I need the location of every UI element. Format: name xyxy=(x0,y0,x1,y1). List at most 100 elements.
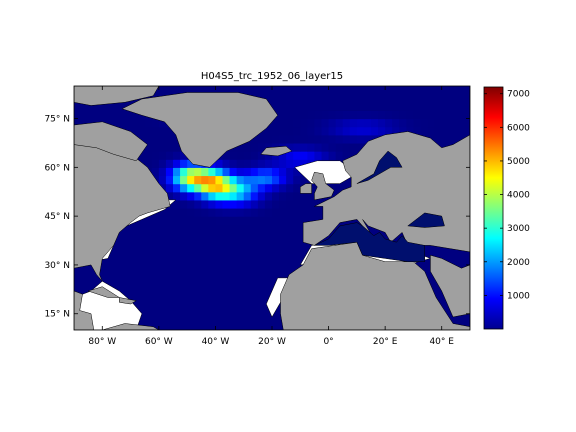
heatmap-cell xyxy=(314,94,323,103)
heatmap-cell xyxy=(208,224,217,233)
heatmap-cell xyxy=(194,175,202,185)
heatmap-cell xyxy=(236,159,245,168)
heatmap-cell xyxy=(81,281,89,290)
heatmap-cell xyxy=(74,264,82,274)
heatmap-cell xyxy=(215,281,224,290)
heatmap-cell xyxy=(158,264,167,274)
heatmap-cell xyxy=(378,86,386,95)
heatmap-cell xyxy=(130,273,139,282)
heatmap-cell xyxy=(187,159,195,168)
heatmap-cell xyxy=(279,110,287,120)
heatmap-cell xyxy=(342,86,351,95)
heatmap-cell xyxy=(144,126,153,136)
heatmap-cell xyxy=(286,142,294,152)
heatmap-cell xyxy=(194,167,202,177)
heatmap-cell xyxy=(293,256,301,266)
heatmap-cell xyxy=(250,151,259,160)
heatmap-cell xyxy=(293,208,301,217)
heatmap-cell xyxy=(165,86,174,95)
heatmap-cell xyxy=(264,321,273,330)
heatmap-cell xyxy=(194,289,202,299)
heatmap-cell xyxy=(229,313,238,323)
heatmap-cell xyxy=(151,321,160,330)
heatmap-cell xyxy=(180,289,188,299)
heatmap-cell xyxy=(462,118,470,128)
heatmap-cell xyxy=(102,110,110,120)
heatmap-cell xyxy=(201,86,209,95)
heatmap-cell xyxy=(371,94,379,103)
heatmap-cell xyxy=(279,167,287,177)
heatmap-cell xyxy=(321,86,330,95)
heatmap-cell xyxy=(137,232,146,242)
heatmap-cell xyxy=(187,321,195,330)
heatmap-cell xyxy=(307,102,316,111)
heatmap-cell xyxy=(137,224,146,233)
heatmap-cell xyxy=(208,208,217,217)
heatmap-cell xyxy=(116,102,125,111)
heatmap-cell xyxy=(194,183,202,193)
heatmap-cell xyxy=(279,126,287,136)
y-tick-label: 45° N xyxy=(44,212,70,222)
heatmap-cell xyxy=(293,232,301,242)
heatmap-cell xyxy=(250,256,259,266)
heatmap-cell xyxy=(215,183,224,193)
heatmap-cell xyxy=(173,313,181,323)
heatmap-cell xyxy=(180,208,188,217)
heatmap-cell xyxy=(187,313,195,323)
heatmap-cell xyxy=(81,102,89,111)
heatmap-cell xyxy=(151,118,160,128)
heatmap-cell xyxy=(144,232,153,242)
heatmap-cell xyxy=(328,126,337,136)
heatmap-cell xyxy=(208,167,217,177)
land-region xyxy=(260,145,293,157)
heatmap-cell xyxy=(307,110,316,120)
heatmap-cell xyxy=(272,248,280,258)
heatmap-cell xyxy=(137,264,146,274)
heatmap-cell xyxy=(272,313,280,323)
x-tick-label: 20° E xyxy=(373,337,398,347)
heatmap-cell xyxy=(272,321,280,330)
heatmap-cell xyxy=(243,281,252,290)
heatmap-cell xyxy=(123,264,132,274)
heatmap-cell xyxy=(130,289,139,299)
heatmap-cell xyxy=(264,281,273,290)
heatmap-cell xyxy=(342,118,351,128)
heatmap-cell xyxy=(314,134,323,144)
y-tick-label: 30° N xyxy=(44,261,70,271)
heatmap-cell xyxy=(194,321,202,330)
heatmap-cell xyxy=(448,94,457,103)
heatmap-cell xyxy=(455,248,464,258)
heatmap-cell xyxy=(342,126,351,136)
heatmap-cell xyxy=(194,264,202,274)
heatmap-cell xyxy=(180,86,188,95)
heatmap-cell xyxy=(229,248,238,258)
heatmap-cell xyxy=(293,151,301,160)
heatmap-cell xyxy=(144,216,153,225)
heatmap-cell xyxy=(194,297,202,307)
heatmap-cell xyxy=(300,86,308,95)
heatmap-cell xyxy=(208,321,217,330)
heatmap-cell xyxy=(349,126,358,136)
heatmap-cell xyxy=(363,86,372,95)
heatmap-cell xyxy=(279,118,287,128)
heatmap-cell xyxy=(74,118,82,128)
heatmap-cell xyxy=(349,142,358,152)
heatmap-cell xyxy=(307,94,316,103)
heatmap-cell xyxy=(272,224,280,233)
heatmap-cell xyxy=(130,281,139,290)
heatmap-cell xyxy=(158,256,167,266)
heatmap-cell xyxy=(342,110,351,120)
heatmap-cell xyxy=(187,297,195,307)
heatmap-cell xyxy=(321,102,330,111)
heatmap-cell xyxy=(165,183,174,193)
heatmap-cell xyxy=(392,126,400,136)
heatmap-cell xyxy=(109,264,118,274)
heatmap-cell xyxy=(300,216,308,225)
heatmap-cell xyxy=(201,232,209,242)
heatmap-cell xyxy=(286,224,294,233)
heatmap-cell xyxy=(158,240,167,250)
heatmap-cell xyxy=(222,289,231,299)
heatmap-cell xyxy=(165,232,174,242)
heatmap-cell xyxy=(427,281,436,290)
heatmap-cell xyxy=(455,86,464,95)
